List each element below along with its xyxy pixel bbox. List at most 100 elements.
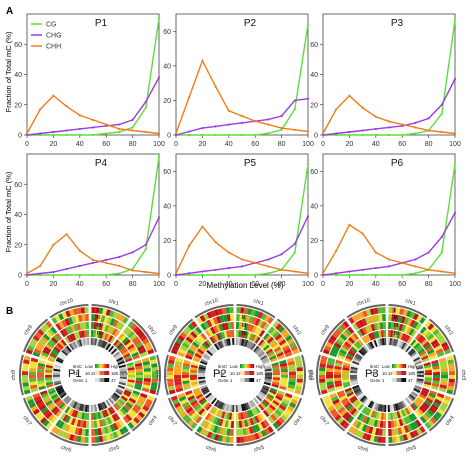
heat-segment: [280, 401, 289, 408]
heat-segment: [369, 308, 375, 316]
heat-segment: [339, 349, 347, 355]
heat-segment: [402, 408, 409, 416]
heat-segment: [257, 319, 264, 328]
legend-gradient-cell: [96, 364, 99, 368]
ring-numeral: III: [394, 323, 399, 329]
heat-segment: [108, 345, 115, 353]
chromosome-band: [453, 354, 458, 396]
heat-segment: [383, 412, 387, 420]
heat-segment: [249, 417, 255, 426]
heat-segment: [114, 353, 122, 359]
heat-segment: [324, 345, 332, 352]
heat-segment: [127, 422, 135, 430]
heat-segment: [53, 375, 61, 378]
heat-segment: [268, 404, 276, 411]
legend-gradient-cell: [404, 364, 407, 368]
heat-segment: [118, 419, 125, 428]
data-point-cg: [188, 133, 191, 137]
data-point-chh: [157, 272, 161, 275]
legend-gradient-cell: [249, 371, 255, 375]
heat-segment: [269, 355, 277, 361]
heat-segment: [132, 354, 141, 360]
heat-segment: [342, 364, 351, 369]
heat-segment: [285, 408, 293, 415]
heat-segment: [193, 389, 201, 395]
data-point-chh: [131, 129, 134, 132]
heat-segment: [377, 436, 382, 443]
data-point-chg: [174, 133, 178, 137]
heat-segment: [61, 311, 68, 319]
heat-segment: [416, 334, 424, 342]
heat-segment: [27, 345, 35, 352]
heat-segment: [391, 428, 396, 436]
data-point-chg: [374, 266, 377, 270]
heat-segment: [280, 328, 288, 336]
heat-segment: [363, 407, 370, 415]
heat-segment: [352, 322, 359, 331]
legend-gradient-cell: [392, 371, 397, 375]
heat-segment: [261, 400, 269, 408]
data-point-cg: [374, 273, 377, 277]
heat-segment: [254, 310, 260, 318]
heat-segment: [421, 389, 429, 395]
legend-gradient-cell: [107, 364, 110, 368]
heat-segment: [76, 331, 81, 339]
data-point-cg: [227, 273, 230, 277]
heat-segment: [190, 411, 198, 419]
heat-segment: [100, 315, 106, 323]
heat-segment: [221, 435, 227, 443]
heat-segment: [102, 308, 108, 316]
heat-segment: [235, 330, 239, 338]
heat-segment: [363, 335, 370, 343]
heat-segment: [56, 356, 64, 362]
heat-segment: [221, 411, 226, 419]
heat-segment: [192, 341, 200, 348]
heat-segment: [70, 342, 76, 350]
data-point-chh: [25, 132, 29, 135]
heat-segment: [229, 338, 233, 346]
x-tick-label: 60: [102, 141, 110, 148]
heat-segment: [397, 402, 403, 410]
heat-segment: [42, 419, 50, 427]
heat-segment: [28, 341, 36, 348]
x-tick-label: 0: [25, 281, 29, 288]
data-point-chg: [240, 265, 244, 268]
heat-segment: [149, 355, 157, 361]
heat-segment: [25, 395, 33, 402]
data-point-chg: [427, 117, 430, 120]
heat-segment: [91, 428, 95, 436]
chromosome-band: [236, 431, 276, 446]
heat-segment: [442, 398, 450, 405]
heat-segment: [109, 396, 116, 404]
heat-segment: [125, 413, 133, 422]
center-disc: [206, 346, 264, 404]
heat-segment: [381, 307, 386, 314]
heat-segment: [133, 339, 142, 346]
heat-segment: [213, 399, 220, 407]
heat-segment: [99, 402, 104, 411]
heat-segment: [236, 307, 241, 314]
heat-segment: [82, 420, 87, 428]
heat-segment: [135, 414, 143, 422]
heat-segment: [400, 315, 406, 324]
data-point-chh: [105, 123, 108, 126]
heat-segment: [401, 324, 407, 333]
heat-segment: [255, 348, 263, 355]
heat-segment: [402, 399, 409, 407]
heat-segment: [42, 395, 50, 401]
heat-segment: [22, 363, 29, 368]
heat-segment: [123, 404, 131, 411]
heat-segment: [186, 351, 194, 358]
heat-segment: [252, 335, 259, 343]
heat-segment: [223, 427, 228, 436]
heat-segment: [139, 351, 148, 358]
heat-segment: [117, 332, 125, 341]
heat-segment: [67, 425, 74, 434]
heat-segment: [392, 307, 397, 314]
heat-segment: [279, 359, 287, 365]
heat-segment: [223, 403, 228, 411]
heat-segment: [134, 385, 142, 391]
heat-segment: [296, 367, 303, 372]
data-point-cg: [65, 273, 68, 277]
